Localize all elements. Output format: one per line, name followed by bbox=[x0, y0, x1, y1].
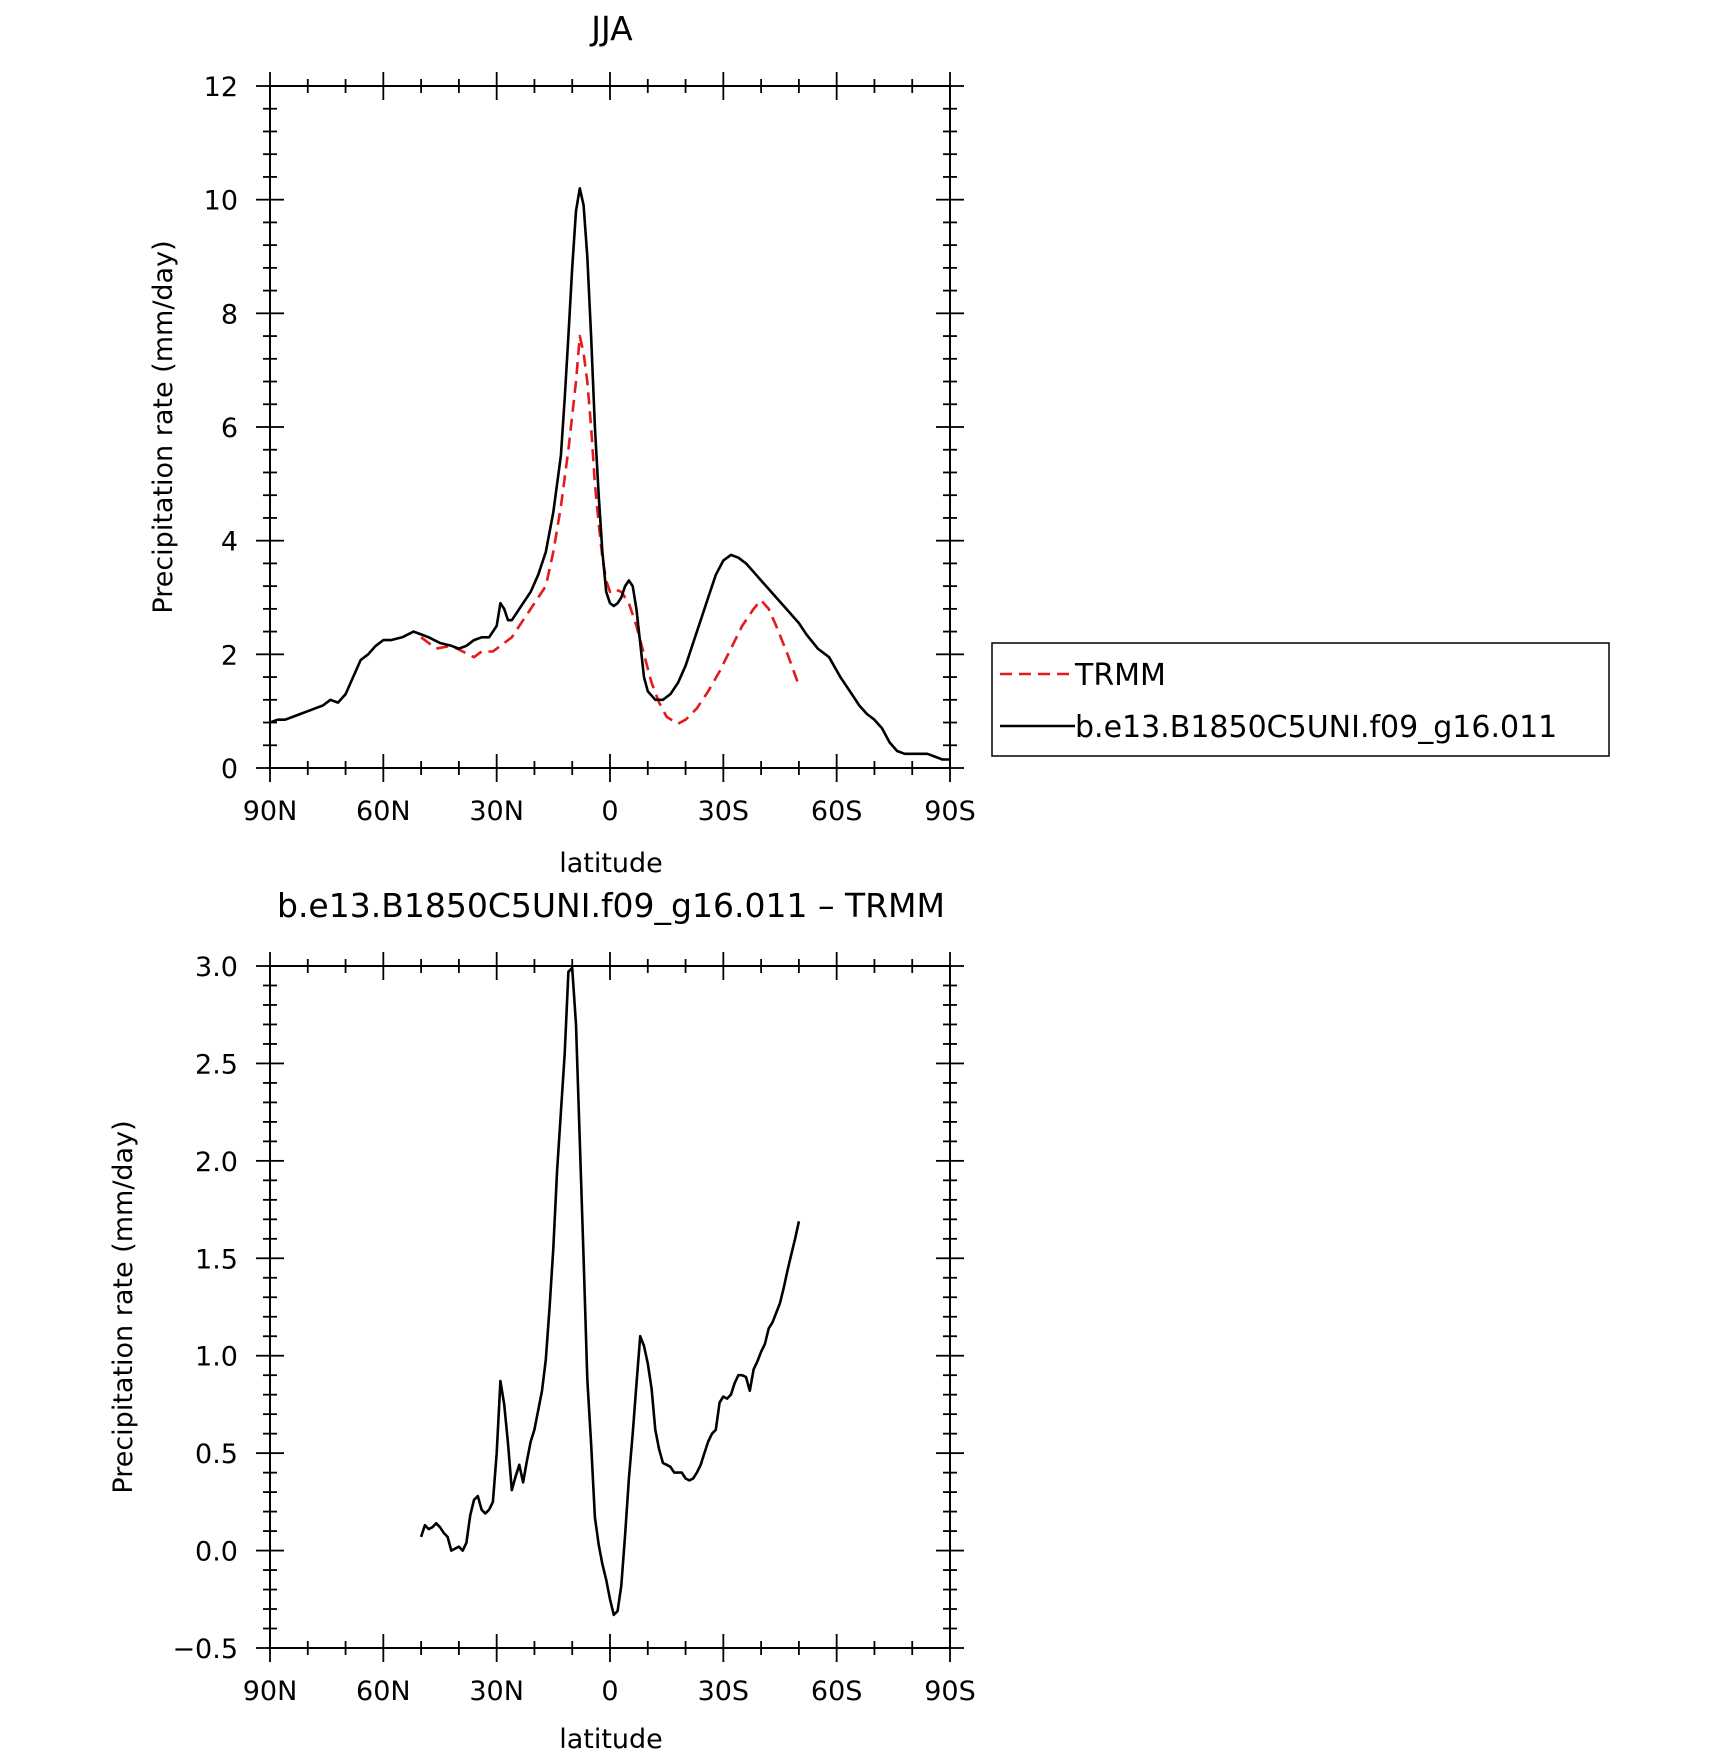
legend: TRMM b.e13.B1850C5UNI.f09_g16.011 bbox=[991, 642, 1610, 757]
bottom-y-tick-label: 2.5 bbox=[195, 1049, 238, 1080]
legend-model-label: b.e13.B1850C5UNI.f09_g16.011 bbox=[1075, 710, 1557, 745]
bottom-y-tick-label: −0.5 bbox=[172, 1634, 238, 1665]
bottom-x-tick-label: 30S bbox=[698, 1676, 750, 1707]
top-y-axis-label: Precipitation rate (mm/day) bbox=[148, 240, 179, 613]
top-y-tick-label: 8 bbox=[221, 299, 238, 330]
bottom-x-axis-label: latitude bbox=[559, 1724, 663, 1755]
top-y-tick-label: 6 bbox=[221, 413, 238, 444]
top-y-tick-label: 10 bbox=[204, 186, 238, 217]
bottom-y-tick-label: 0.0 bbox=[195, 1537, 238, 1568]
bottom-y-tick-label: 1.0 bbox=[195, 1342, 238, 1373]
top-series-line-b-e13-b1850c5uni-f09-g16-011 bbox=[269, 187, 950, 761]
top-x-tick-label: 60S bbox=[811, 796, 863, 827]
top-chart-title: JJA bbox=[589, 9, 633, 48]
top-x-tick-label: 90S bbox=[924, 796, 976, 827]
bottom-chart-title: b.e13.B1850C5UNI.f09_g16.011 – TRMM bbox=[277, 886, 945, 925]
top-x-axis-label: latitude bbox=[559, 848, 663, 879]
bottom-x-tick-label: 60S bbox=[811, 1676, 863, 1707]
bottom-plot-frame bbox=[269, 965, 951, 1649]
top-x-tick-label: 90N bbox=[243, 796, 298, 827]
bottom-y-tick-label: 1.5 bbox=[195, 1244, 238, 1275]
bottom-x-tick-label: 90S bbox=[924, 1676, 976, 1707]
top-x-tick-label: 60N bbox=[356, 796, 411, 827]
top-y-tick-label: 2 bbox=[221, 640, 238, 671]
bottom-x-tick-label: 30N bbox=[469, 1676, 524, 1707]
top-panel: JJA 90N 60N 30N 0 30S 60S 90S 0 2 4 6 8 10 12 latitu… bbox=[148, 9, 976, 879]
bottom-x-tick-label: 0 bbox=[601, 1676, 618, 1707]
top-y-tick-label: 12 bbox=[204, 72, 238, 103]
top-x-tick-label: 30N bbox=[469, 796, 524, 827]
bottom-y-axis-label: Precipitation rate (mm/day) bbox=[108, 1120, 139, 1493]
top-y-tick-label: 0 bbox=[221, 754, 238, 785]
legend-box bbox=[991, 642, 1610, 757]
bottom-series-line-difference bbox=[419, 966, 801, 1617]
top-x-tick-label: 0 bbox=[601, 796, 618, 827]
bottom-x-tick-label: 60N bbox=[356, 1676, 411, 1707]
legend-trmm-label: TRMM bbox=[1074, 658, 1166, 693]
bottom-y-tick-label: 3.0 bbox=[195, 952, 238, 983]
bottom-y-tick-label: 0.5 bbox=[195, 1439, 238, 1470]
bottom-x-tick-label: 90N bbox=[243, 1676, 298, 1707]
top-x-tick-label: 30S bbox=[698, 796, 750, 827]
top-y-tick-label: 4 bbox=[221, 527, 238, 558]
bottom-panel: b.e13.B1850C5UNI.f09_g16.011 – TRMM 90N 6… bbox=[108, 886, 976, 1755]
bottom-y-tick-label: 2.0 bbox=[195, 1147, 238, 1178]
top-series-line-trmm bbox=[420, 334, 801, 726]
top-plot-frame bbox=[269, 85, 951, 769]
